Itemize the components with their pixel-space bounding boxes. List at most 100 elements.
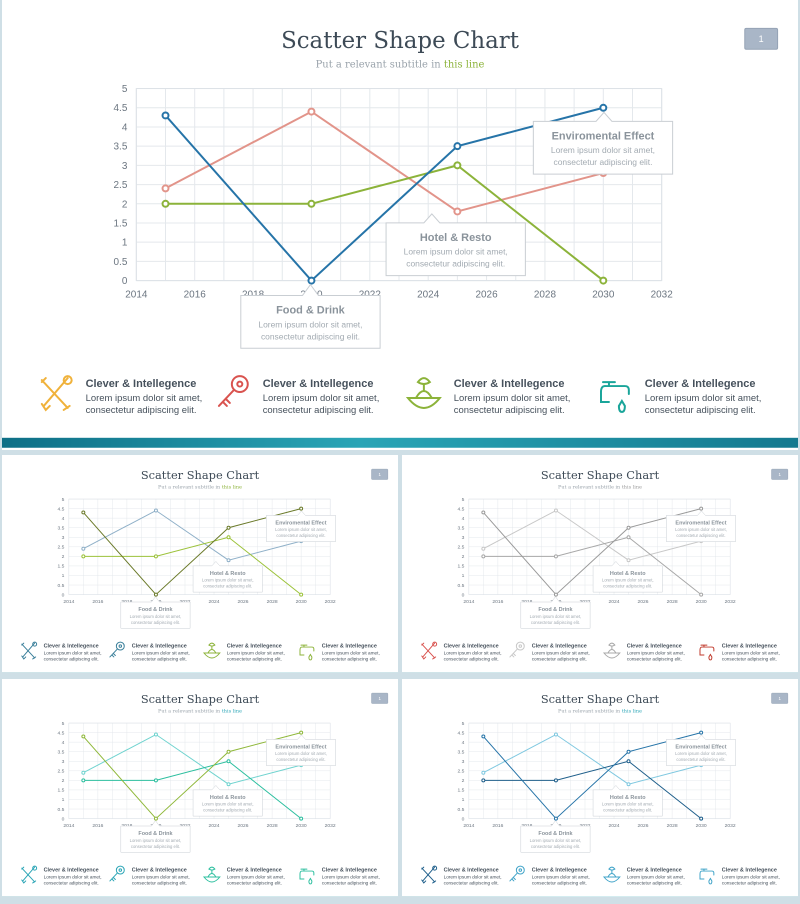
x-tick-label: 2028 xyxy=(267,823,278,829)
x-tick-label: 2032 xyxy=(725,823,736,829)
plot-area xyxy=(68,498,331,595)
annotation-title: Hotel & Resto xyxy=(610,571,646,577)
data-point xyxy=(626,782,631,787)
key-icon xyxy=(507,640,527,662)
annotation-text: Lorem ipsum dolor sit amet, xyxy=(130,838,182,843)
x-tick-label: 2032 xyxy=(725,599,736,605)
y-tick-label: 4 xyxy=(462,516,465,522)
y-tick-label: 3.5 xyxy=(457,525,464,531)
y-tick-label: 4 xyxy=(62,740,65,746)
y-tick-label: 3 xyxy=(62,535,65,541)
slide-subtitle: Put a relevant subtitle in this line xyxy=(402,485,798,490)
x-tick-label: 2024 xyxy=(609,599,620,605)
y-tick-label: 1.5 xyxy=(57,788,64,794)
subtitle-text: Put a relevant subtitle in xyxy=(315,59,444,71)
data-point xyxy=(81,510,86,515)
y-tick-label: 3 xyxy=(462,535,465,541)
y-tick-label: 2 xyxy=(462,554,465,560)
data-point xyxy=(81,734,86,739)
slide-thumb-4[interactable]: Scatter Shape Chart Put a relevant subtit… xyxy=(402,679,798,897)
data-point xyxy=(553,554,558,559)
feature-title: Clever & Intellegence xyxy=(321,867,377,874)
annotation-title: Food & Drink xyxy=(538,831,573,837)
feature-title: Clever & Intellegence xyxy=(226,867,282,874)
feature-item: Clever & Intellegence Lorem ipsum dolor s… xyxy=(297,864,389,888)
feature-item: Clever & Intellegence Lorem ipsum dolor s… xyxy=(297,640,389,664)
feature-description: Lorem ipsum dolor sit amet, consectetur … xyxy=(262,393,380,416)
plot-area xyxy=(68,722,331,819)
slide-thumb-2[interactable]: Scatter Shape Chart Put a relevant subtit… xyxy=(402,455,798,673)
y-tick-label: 0.5 xyxy=(457,807,464,813)
y-tick-label: 5 xyxy=(62,721,65,727)
x-tick-label: 2030 xyxy=(296,599,307,605)
slide-main[interactable]: Scatter Shape Chart Put a relevant subtit… xyxy=(2,0,798,450)
data-point xyxy=(553,732,558,737)
annotation-title: Enviromental Effect xyxy=(275,520,326,526)
feature-description: Lorem ipsum dolor sit amet, consectetur … xyxy=(321,874,380,886)
x-tick-label: 2026 xyxy=(638,823,649,829)
tools-icon xyxy=(36,372,76,416)
y-tick-label: 1.5 xyxy=(57,564,64,570)
series-line-0 xyxy=(82,508,302,596)
x-tick-label: 2028 xyxy=(667,599,678,605)
plot-area xyxy=(135,88,663,282)
x-tick-label: 2014 xyxy=(125,290,148,301)
x-tick-label: 2014 xyxy=(63,599,74,605)
feature-title: Clever & Intellegence xyxy=(453,378,565,391)
annotation-text: consectetur adipiscing elit. xyxy=(131,620,180,625)
y-tick-label: 1 xyxy=(62,797,65,803)
series-line-1 xyxy=(83,509,302,561)
annotation-text: Lorem ipsum dolor sit amet, xyxy=(258,319,362,329)
data-point xyxy=(226,749,231,754)
feature-title: Clever & Intellegence xyxy=(262,378,374,391)
feature-title: Clever & Intellegence xyxy=(644,378,756,391)
page-number-badge: 1 xyxy=(371,692,389,704)
juicer-icon xyxy=(202,864,222,886)
y-tick-label: 1.5 xyxy=(457,564,464,570)
data-point xyxy=(453,142,462,151)
feature-item: Clever & Intellegence Lorem ipsum dolor s… xyxy=(404,372,588,420)
y-tick-label: 4 xyxy=(62,516,65,522)
series-line-0 xyxy=(82,732,302,820)
y-tick-label: 0 xyxy=(462,816,465,822)
y-tick-label: 0 xyxy=(462,592,465,598)
y-tick-label: 2.5 xyxy=(57,769,64,775)
data-point xyxy=(299,816,304,821)
y-tick-label: 2 xyxy=(62,778,65,784)
series-line-1 xyxy=(165,110,604,213)
slide-thumb-3[interactable]: Scatter Shape Chart Put a relevant subtit… xyxy=(2,679,398,897)
tools-icon xyxy=(19,640,39,662)
annotation-text: consectetur adipiscing elit. xyxy=(531,620,580,625)
annotation-title: Enviromental Effect xyxy=(675,520,726,526)
x-tick-label: 2032 xyxy=(325,599,336,605)
annotation-text: Lorem ipsum dolor sit amet, xyxy=(530,614,582,619)
feature-description: Lorem ipsum dolor sit amet, consectetur … xyxy=(443,650,502,662)
y-tick-label: 3.5 xyxy=(457,749,464,755)
feature-description: Lorem ipsum dolor sit amet, consectetur … xyxy=(721,650,780,662)
feature-description: Lorem ipsum dolor sit amet, consectetur … xyxy=(43,650,102,662)
feature-title: Clever & Intellegence xyxy=(443,867,499,874)
data-point xyxy=(626,749,631,754)
y-tick-label: 4.5 xyxy=(114,103,128,114)
faucet-icon xyxy=(697,864,717,886)
annotation-title: Food & Drink xyxy=(138,607,173,613)
x-tick-label: 2016 xyxy=(184,290,207,301)
faucet-icon xyxy=(297,864,317,886)
x-tick-label: 2014 xyxy=(463,599,474,605)
x-tick-label: 2032 xyxy=(325,823,336,829)
data-point xyxy=(153,508,158,513)
subtitle-text: Put a relevant subtitle in xyxy=(158,708,222,715)
data-point xyxy=(153,592,158,597)
feature-title: Clever & Intellegence xyxy=(43,643,99,650)
series-line-1 xyxy=(83,733,302,785)
x-tick-label: 2014 xyxy=(463,823,474,829)
y-tick-label: 0.5 xyxy=(457,583,464,589)
slide-thumb-1[interactable]: Scatter Shape Chart Put a relevant subtit… xyxy=(2,455,398,673)
slide-title: Scatter Shape Chart xyxy=(281,27,519,54)
